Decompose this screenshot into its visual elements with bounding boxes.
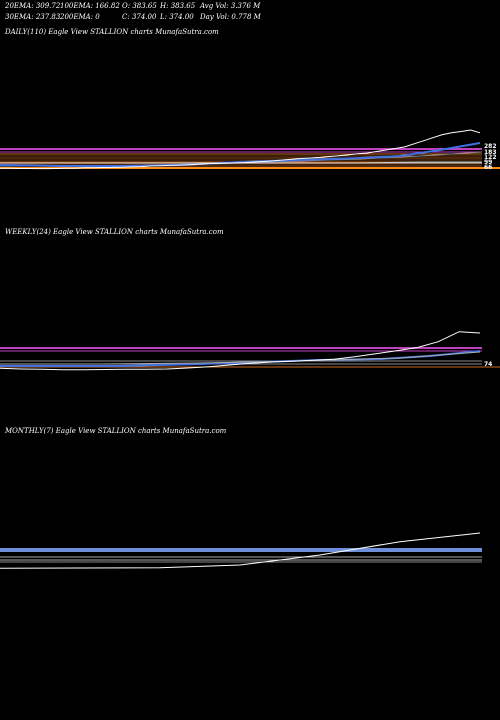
ema200-value: 200EMA: 0 xyxy=(60,13,100,21)
low-value: L: 374.00 xyxy=(160,13,194,21)
daily-reference-lines xyxy=(0,142,500,169)
day-vol-value: Day Vol: 0.778 M xyxy=(200,13,261,21)
daily-y-label: 122 xyxy=(484,154,497,161)
weekly-panel-label: WEEKLY(24) Eagle View STALLION charts Mu… xyxy=(5,228,224,236)
monthly-price-line xyxy=(0,532,481,569)
daily-y-labels: 282 183 122 99 66 xyxy=(484,143,497,171)
avg-vol-value: Avg Vol: 3.376 M xyxy=(200,2,261,10)
ema20-value: 20EMA: 309.72 xyxy=(5,2,61,10)
daily-y-label: 66 xyxy=(484,164,492,171)
weekly-reference-lines xyxy=(0,347,500,368)
ema30-value: 30EMA: 237.83 xyxy=(5,13,61,21)
weekly-price-line xyxy=(0,331,481,371)
weekly-ema-slow xyxy=(0,351,481,365)
open-value: O: 383.65 xyxy=(122,2,157,10)
weekly-y-label: 74 xyxy=(484,361,492,368)
daily-price-line xyxy=(0,129,481,170)
weekly-price-series xyxy=(0,331,481,371)
monthly-price-series xyxy=(0,532,481,569)
daily-y-label: 282 xyxy=(484,143,497,150)
monthly-panel-label: MONTHLY(7) Eagle View STALLION charts Mu… xyxy=(5,427,227,435)
high-value: H: 383.65 xyxy=(160,2,196,10)
ema100-value: 100EMA: 166.82 xyxy=(60,2,120,10)
daily-price-series xyxy=(0,129,481,170)
daily-y-label: 99 xyxy=(484,159,492,166)
daily-panel-label: DAILY(110) Eagle View STALLION charts Mu… xyxy=(5,28,219,36)
close-value: C: 374.00 xyxy=(122,13,157,21)
daily-y-label: 183 xyxy=(484,149,497,156)
monthly-reference-lines xyxy=(0,548,482,563)
